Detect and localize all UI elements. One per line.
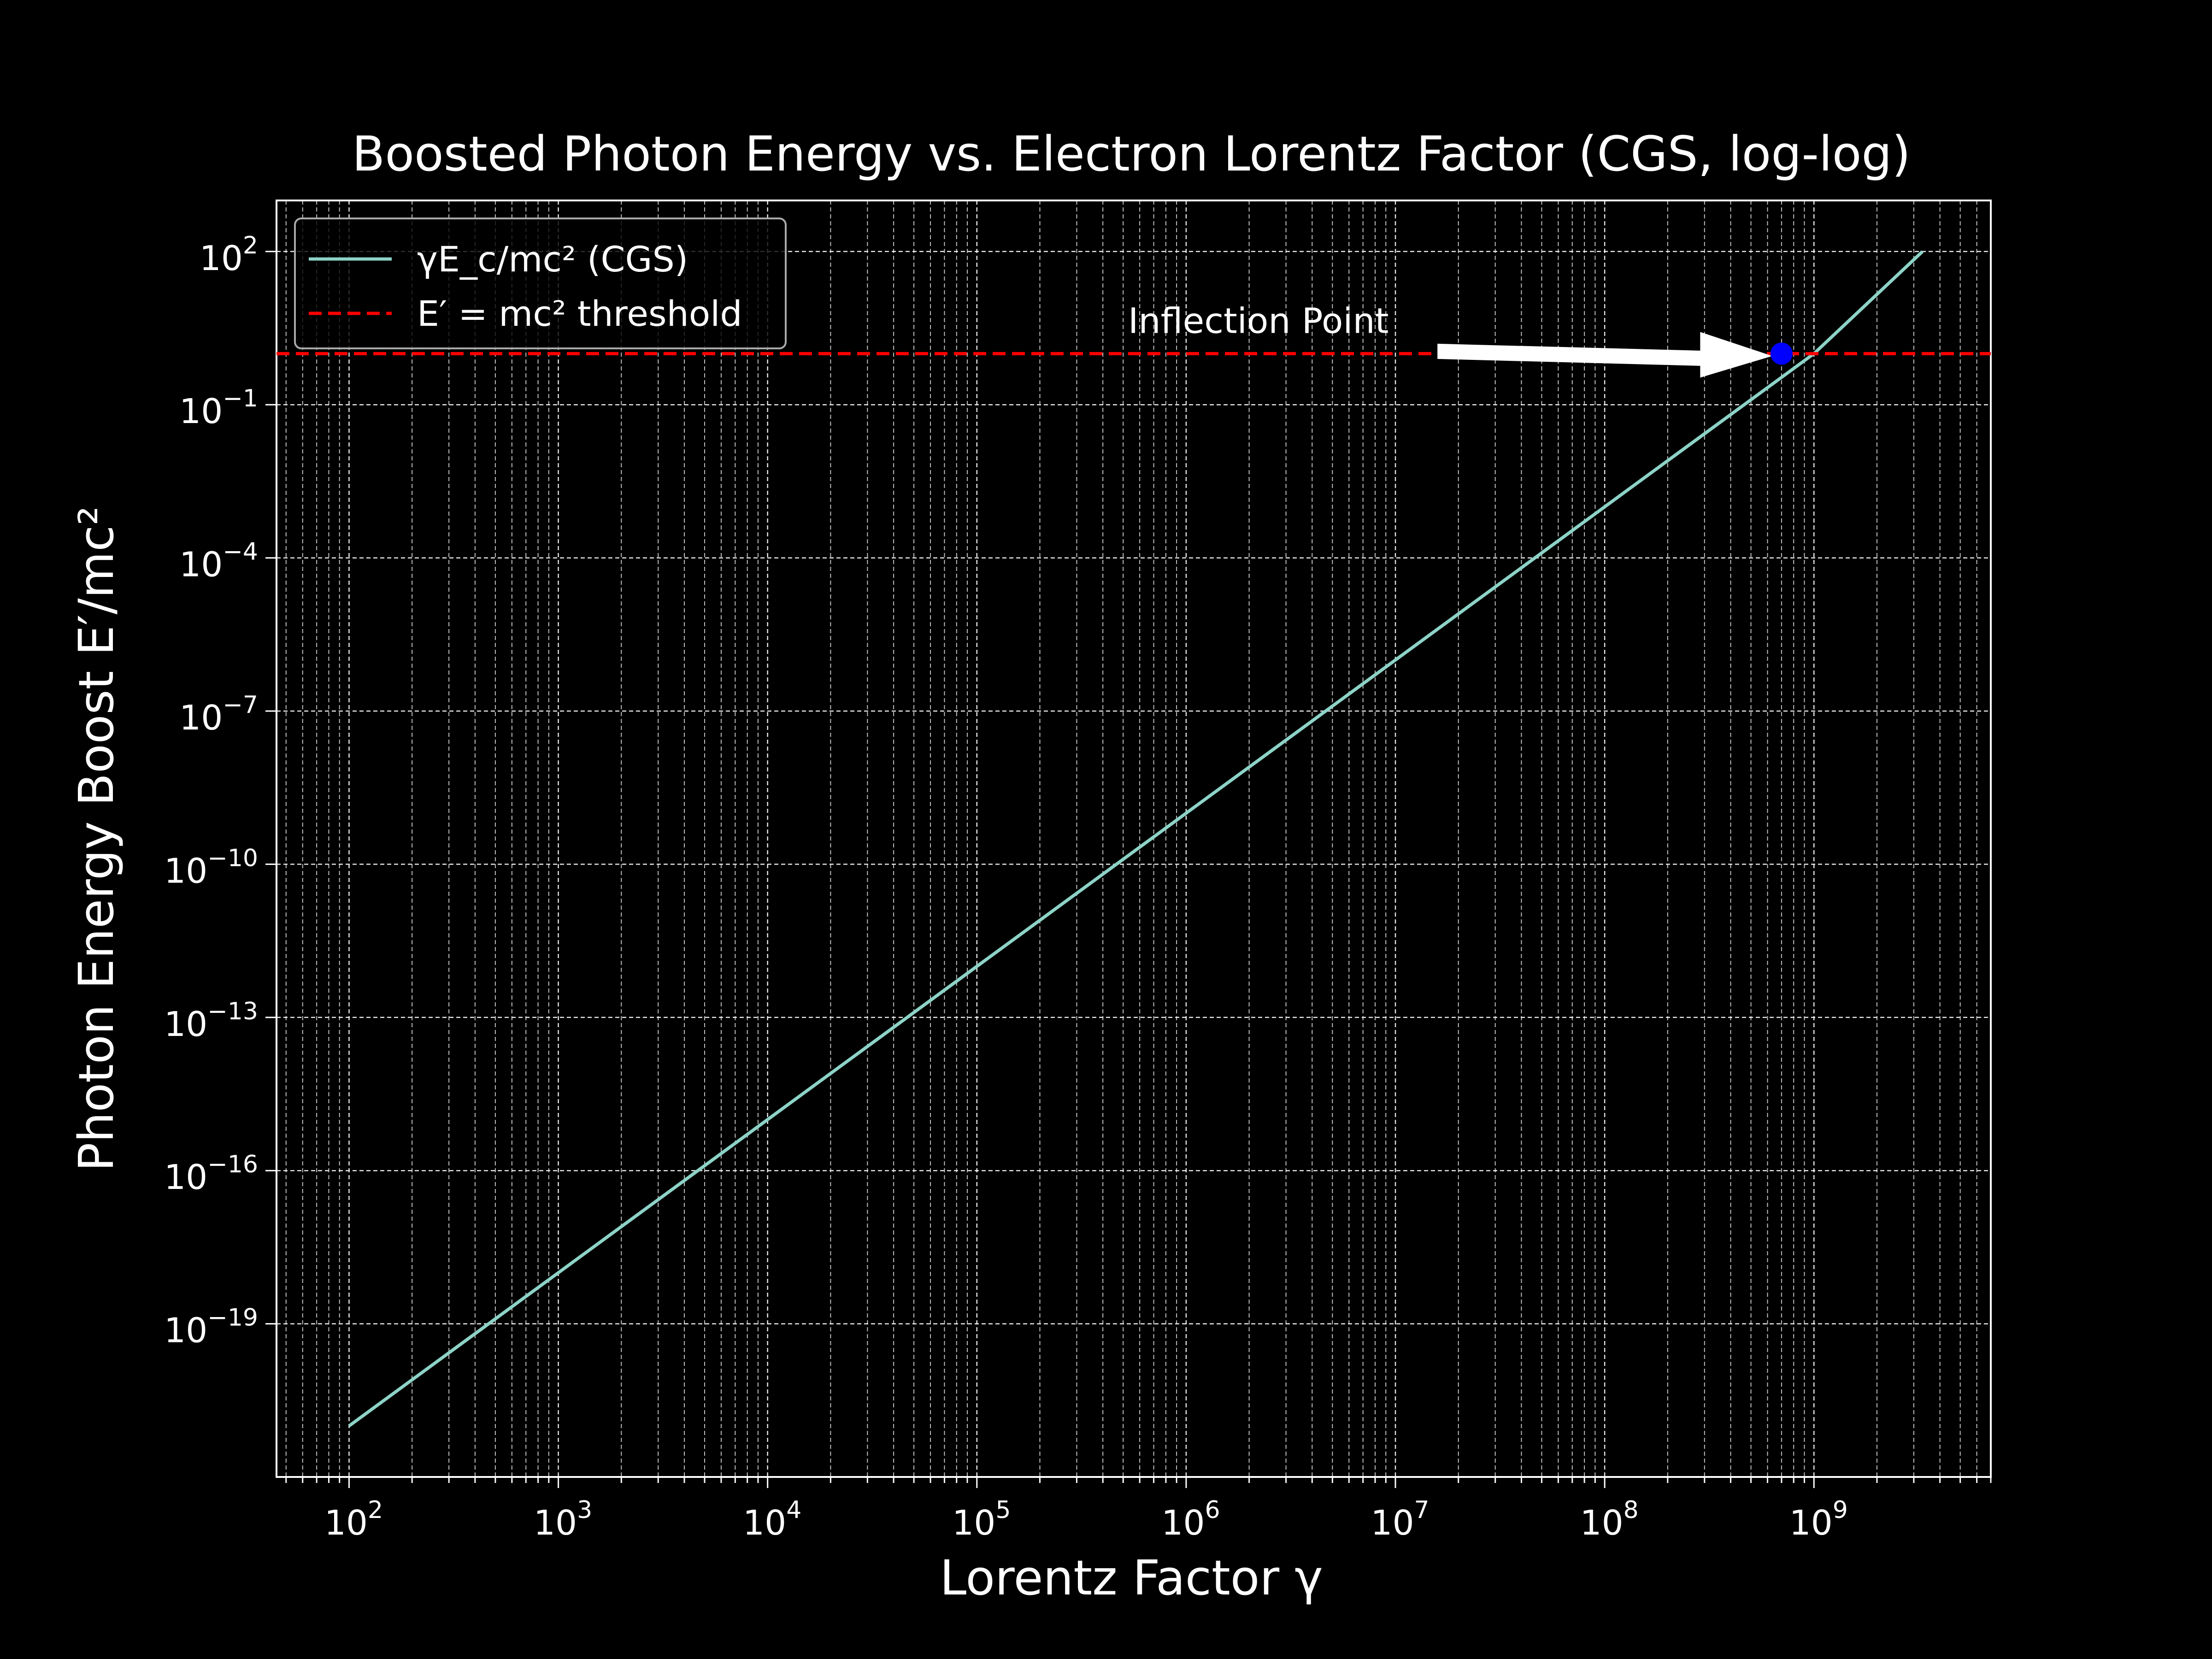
x-tick-label: 107 — [1371, 1496, 1429, 1543]
y-tick-label: 102 — [200, 232, 258, 278]
y-tick-label: 10−1 — [179, 385, 258, 431]
ticks: 102 103 104 105 106 107 108 109 102 10−1 10−4 10−7 1… — [164, 232, 1992, 1543]
grid — [276, 200, 1991, 1477]
series-line — [348, 250, 1924, 1428]
inflection-point-marker — [1770, 342, 1793, 365]
legend-label: γE_c/mc² (CGS) — [417, 239, 688, 280]
annotation-arrow — [1437, 332, 1772, 378]
x-tick-label: 102 — [324, 1496, 383, 1543]
series-layer — [276, 250, 1991, 1428]
annotation-text: Inflection Point — [1128, 300, 1388, 341]
y-tick-label: 10−10 — [164, 844, 258, 891]
x-tick-label: 106 — [1161, 1496, 1220, 1543]
legend-box — [294, 218, 787, 349]
legend: γE_c/mc² (CGS) E′ = mc² threshold — [294, 218, 787, 349]
chart-title: Boosted Photon Energy vs. Electron Loren… — [352, 126, 1911, 182]
x-axis-label: Lorentz Factor γ — [940, 1550, 1323, 1606]
y-tick-label: 10−13 — [164, 998, 258, 1044]
y-axis-label: Photon Energy Boost E′/mc² — [68, 506, 124, 1171]
y-tick-label: 10−19 — [164, 1304, 258, 1351]
plot-frame — [276, 200, 1992, 1478]
x-tick-label: 104 — [743, 1496, 801, 1543]
legend-label: E′ = mc² threshold — [417, 293, 742, 334]
y-tick-label: 10−7 — [179, 691, 258, 738]
y-tick-label: 10−4 — [179, 538, 258, 585]
x-tick-label: 108 — [1580, 1496, 1638, 1543]
x-tick-label: 105 — [952, 1496, 1011, 1543]
annotation: Inflection Point — [1128, 300, 1793, 378]
x-tick-label: 103 — [534, 1496, 592, 1543]
y-tick-label: 10−16 — [164, 1151, 258, 1197]
x-tick-label: 109 — [1789, 1496, 1848, 1543]
